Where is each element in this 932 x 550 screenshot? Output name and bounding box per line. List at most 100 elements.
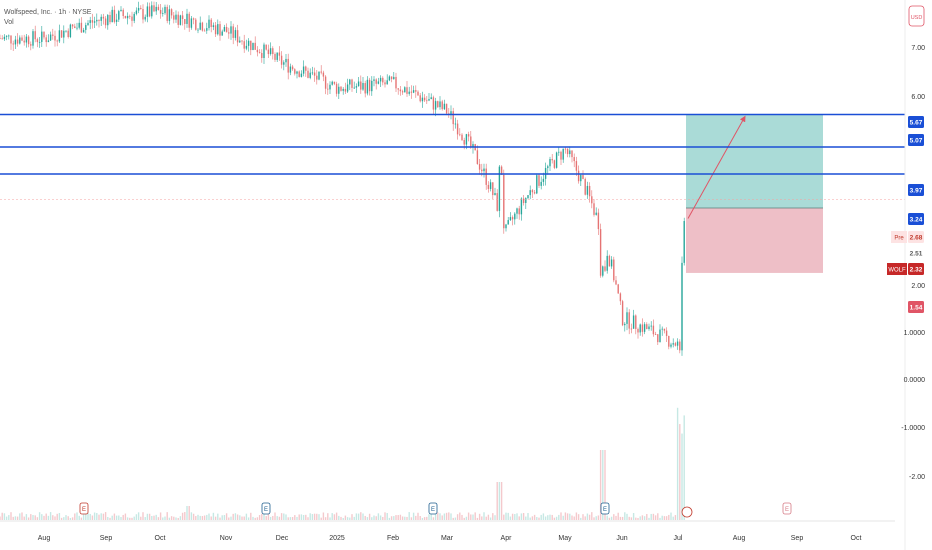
volume-bar	[267, 513, 270, 520]
candle-body	[562, 148, 564, 160]
candle-body	[586, 185, 589, 195]
candle-body	[300, 73, 303, 77]
candle-body	[294, 69, 296, 74]
candle-body	[56, 40, 58, 42]
candle-body	[102, 16, 105, 19]
earnings-marker	[782, 502, 792, 515]
volume-bar	[617, 512, 619, 520]
volume-bar	[52, 515, 54, 520]
volume-bar	[133, 516, 135, 520]
volume-bar	[683, 415, 685, 520]
candle-body	[252, 42, 254, 51]
candle-body	[131, 16, 133, 21]
candle-body	[250, 40, 252, 51]
volume-bar	[573, 516, 575, 520]
price-axis-label: 6.00	[911, 94, 925, 101]
volume-bar	[626, 513, 628, 520]
time-axis-label: Jul	[674, 535, 683, 542]
candle-body	[320, 71, 322, 73]
candle-body	[591, 196, 593, 204]
candle-body	[162, 13, 164, 14]
price-axis[interactable]: 7.00 6.00 2.00 1.0000 0.0000 -1.0000 -2.00 USD 5…	[887, 0, 925, 550]
earnings-marker-label: E	[431, 507, 435, 513]
candle-body	[87, 22, 89, 26]
candle-body	[470, 136, 472, 148]
candle-body	[503, 174, 505, 229]
volume-bar	[309, 513, 311, 520]
volume-bar	[511, 513, 514, 520]
candle-body	[124, 15, 127, 19]
candle-body	[32, 31, 34, 46]
candle-body	[456, 123, 459, 135]
volume-bar	[230, 516, 232, 520]
volume-bar	[10, 512, 12, 520]
volume-bar	[344, 515, 347, 520]
candle-body	[129, 15, 131, 17]
volume-bar	[120, 517, 122, 520]
candle-body	[450, 111, 452, 114]
volume-bar	[602, 450, 604, 520]
volume-bar	[657, 513, 659, 520]
long-position-tool[interactable]	[686, 114, 823, 273]
candle-body	[375, 79, 377, 84]
candle-body	[346, 84, 349, 92]
volume-bar	[153, 515, 155, 520]
candle-body	[316, 75, 318, 80]
volume-bar	[505, 512, 507, 520]
volume-bar	[459, 512, 461, 520]
candle-body	[582, 175, 584, 179]
volume-bar	[322, 512, 325, 520]
volume-bar	[54, 516, 56, 520]
volume-bar	[516, 513, 518, 520]
volume-bar	[399, 514, 402, 520]
candle-body	[74, 26, 76, 29]
volume-bar	[329, 517, 331, 520]
volume-bar	[327, 513, 329, 520]
horizontal-levels[interactable]	[0, 113, 905, 200]
price-tag: 2.68	[910, 235, 923, 242]
volume-bar	[342, 517, 344, 520]
candle-body	[313, 72, 316, 76]
volume-bar	[445, 512, 448, 520]
volume-bar	[520, 513, 523, 520]
candle-body	[1, 38, 3, 40]
candle-body	[78, 22, 80, 28]
candle-body	[428, 99, 430, 101]
volume-bar	[49, 512, 52, 520]
volume-bar	[452, 517, 454, 520]
volume-bar	[173, 516, 175, 520]
earnings-marker	[261, 502, 271, 515]
candle-body	[327, 88, 329, 90]
volume-bar	[586, 513, 589, 520]
candle-body	[261, 52, 263, 58]
volume-bar	[5, 516, 8, 520]
candle-body	[395, 76, 397, 89]
volume-bar	[34, 515, 36, 520]
time-axis[interactable]: Aug Sep Oct Nov Dec 2025 Feb Mar Apr May Jun Jul Aug…	[0, 520, 895, 542]
candle-body	[593, 203, 595, 215]
candle-body	[197, 29, 199, 31]
volume-bar	[487, 514, 490, 520]
candle-body	[626, 312, 628, 324]
volume-bar	[206, 514, 208, 520]
volume-bar	[536, 517, 538, 520]
candle-body	[142, 8, 144, 20]
volume-bar	[432, 517, 435, 520]
candle-body	[434, 101, 437, 110]
candle-body	[8, 35, 10, 37]
candle-body	[507, 220, 509, 225]
candle-body	[148, 6, 151, 17]
candle-body	[113, 9, 116, 22]
volume-bar	[632, 512, 635, 520]
volume-bar	[47, 515, 50, 520]
volume-bar	[395, 515, 397, 520]
candle-body	[283, 62, 285, 65]
volume-bar	[474, 512, 476, 520]
volume-bar	[366, 517, 369, 520]
candle-body	[269, 48, 272, 55]
volume-bar	[408, 512, 410, 520]
volume-bar	[300, 514, 303, 520]
volume-bar	[219, 517, 221, 520]
